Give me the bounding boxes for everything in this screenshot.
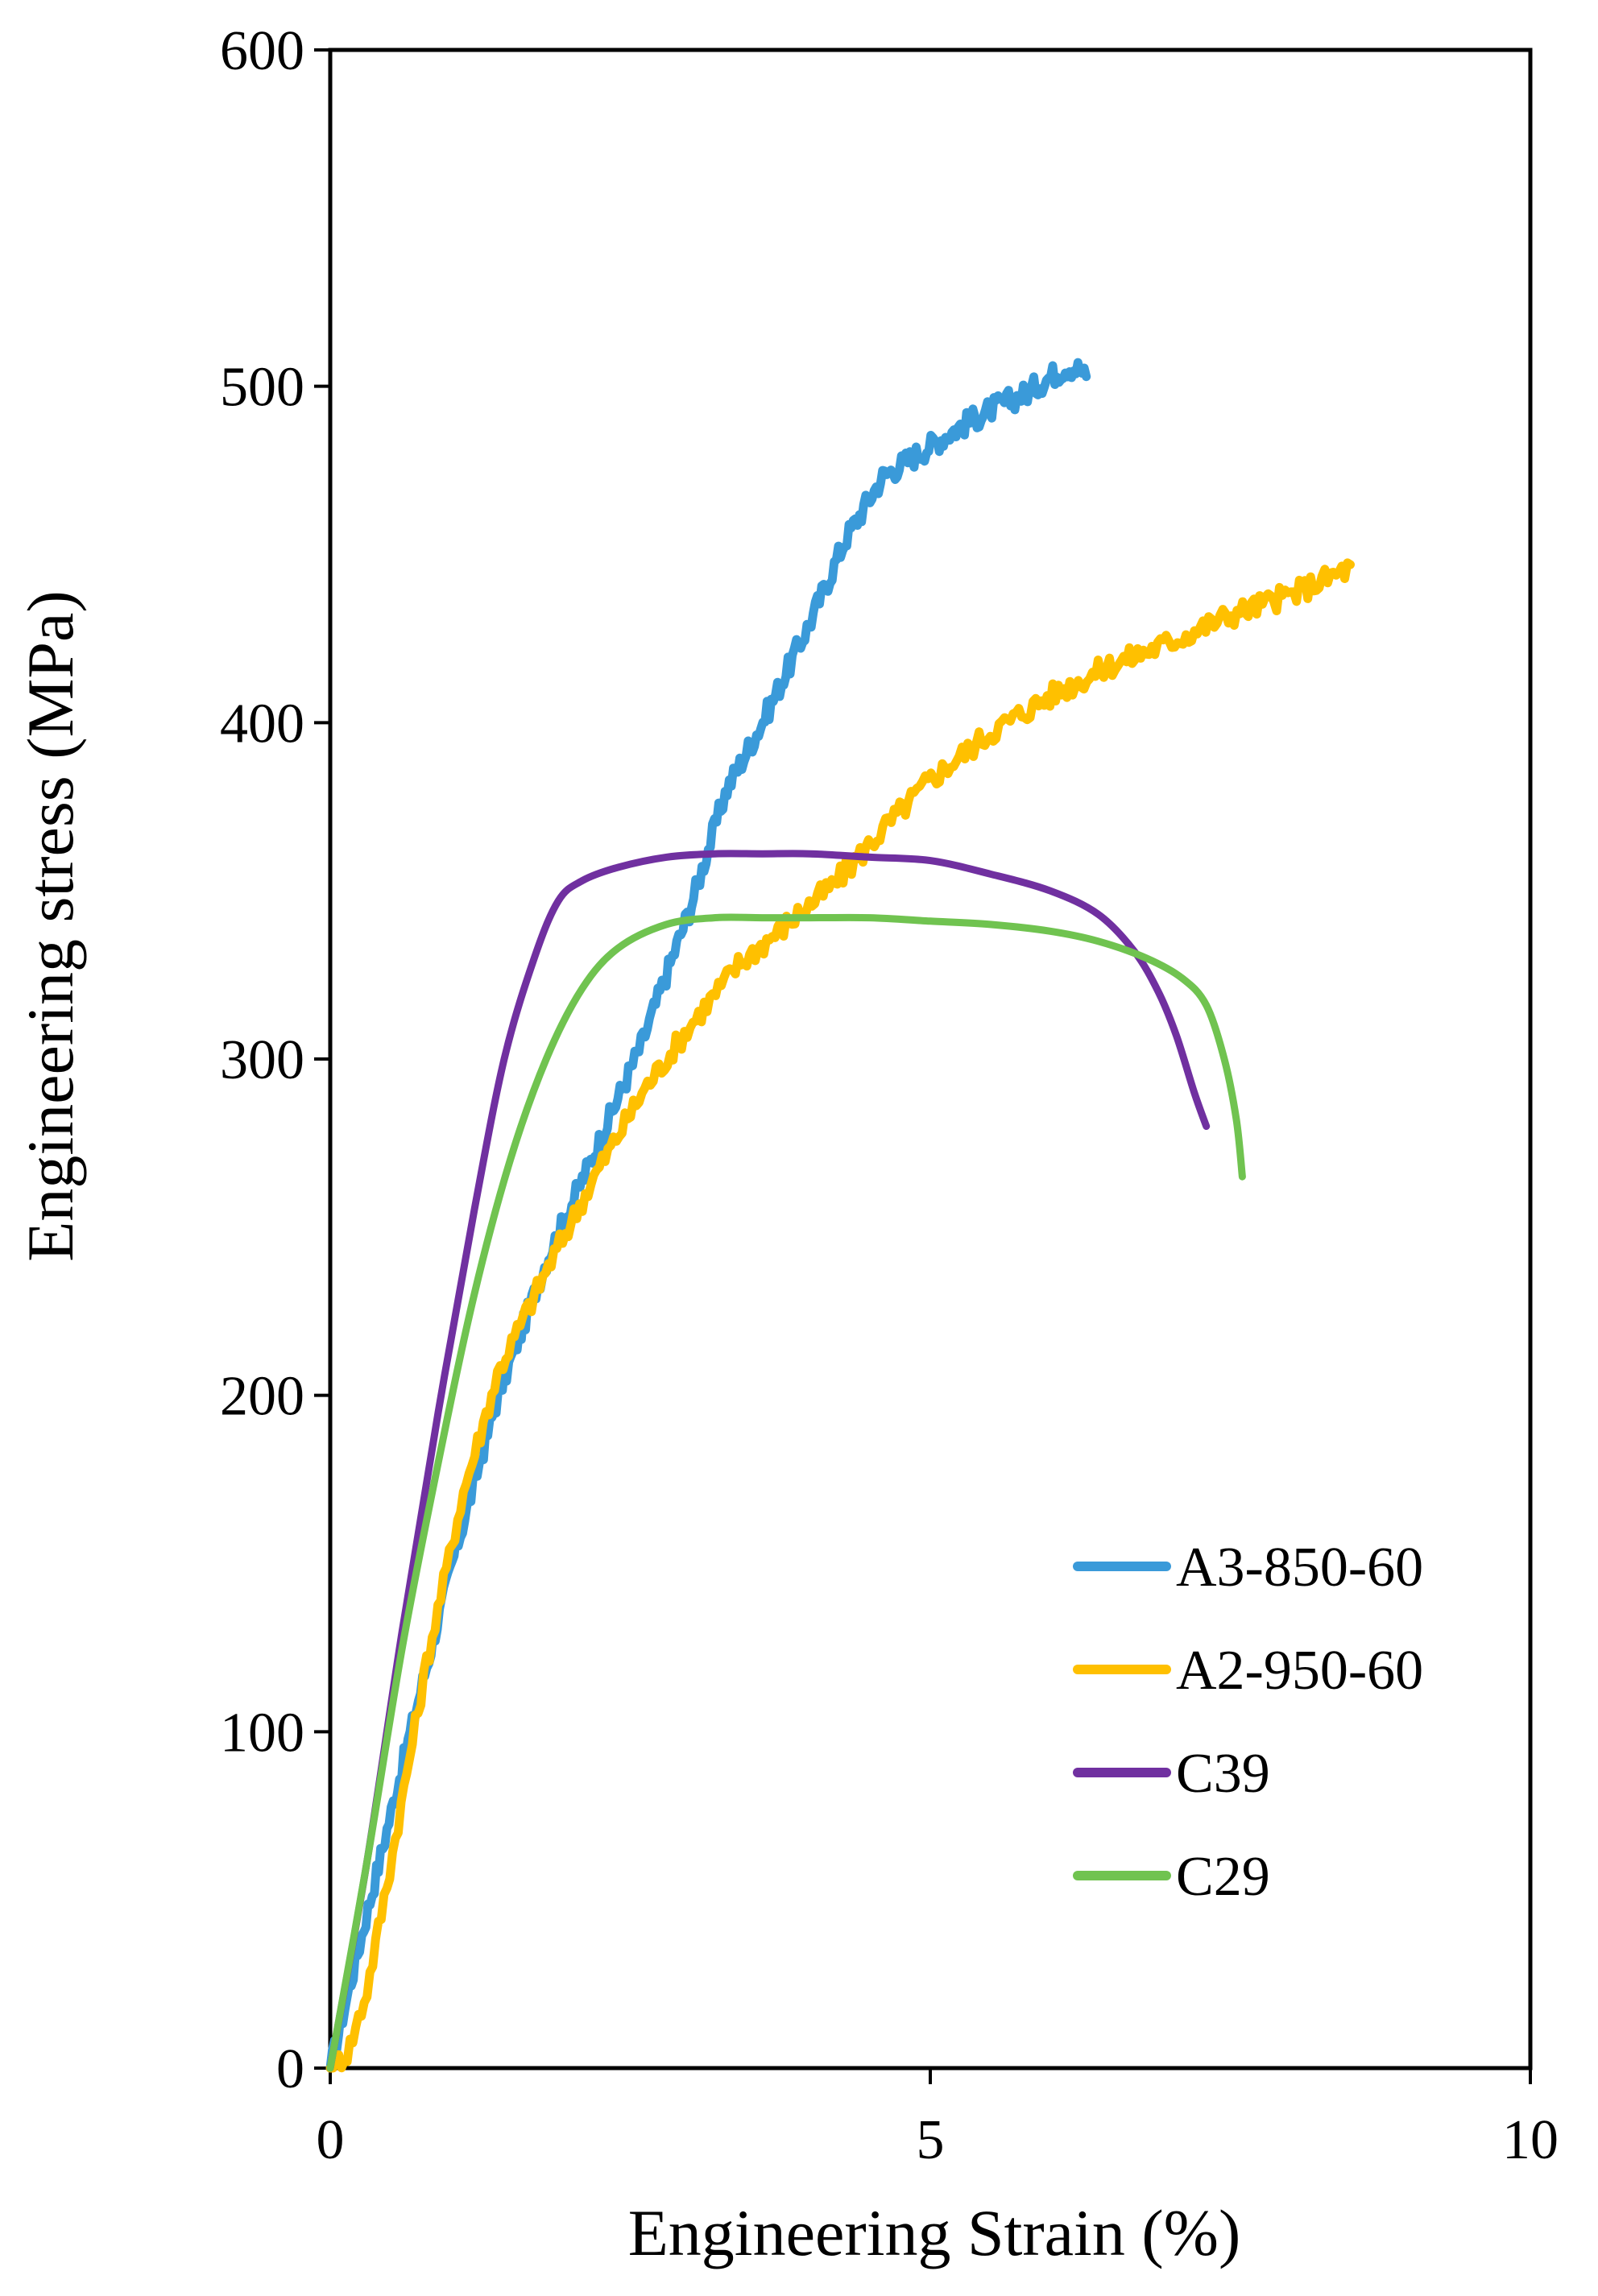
y-tick-label: 300 <box>220 1029 304 1091</box>
x-tick-label: 0 <box>317 2109 345 2171</box>
y-axis-title: Engineering stress (MPa) <box>14 590 87 1262</box>
series-line-a3-850-60 <box>325 358 1091 2073</box>
y-tick-label: 200 <box>220 1366 304 1428</box>
y-tick-label: 100 <box>220 1702 304 1764</box>
legend-label-c29: C29 <box>1176 1846 1270 1908</box>
plot-frame <box>328 48 1533 2071</box>
y-tick-label: 600 <box>220 20 304 82</box>
series-line-a2-950-60 <box>325 558 1355 2073</box>
x-axis-title: Engineering Strain (%) <box>628 2196 1241 2269</box>
y-tick-label: 400 <box>220 693 304 755</box>
axis-ticks: 0 100 200 300 400 500 600 0 5 10 <box>220 20 1559 2171</box>
legend: A3-850-60 A2-950-60 C39 C29 <box>1073 1537 1423 1908</box>
x-tick-label: 5 <box>917 2109 945 2171</box>
series-line-c29 <box>326 913 1246 2072</box>
plot-area-border <box>328 48 1533 2071</box>
series-line-c39 <box>326 850 1211 2072</box>
legend-label-c39: C39 <box>1176 1743 1270 1805</box>
y-tick-label: 500 <box>220 357 304 419</box>
legend-label-a2-950-60: A2-950-60 <box>1176 1640 1423 1702</box>
legend-label-a3-850-60: A3-850-60 <box>1176 1537 1423 1599</box>
y-tick-label: 0 <box>276 2038 304 2100</box>
x-tick-label: 10 <box>1502 2109 1559 2171</box>
series-layer <box>325 358 1355 2073</box>
